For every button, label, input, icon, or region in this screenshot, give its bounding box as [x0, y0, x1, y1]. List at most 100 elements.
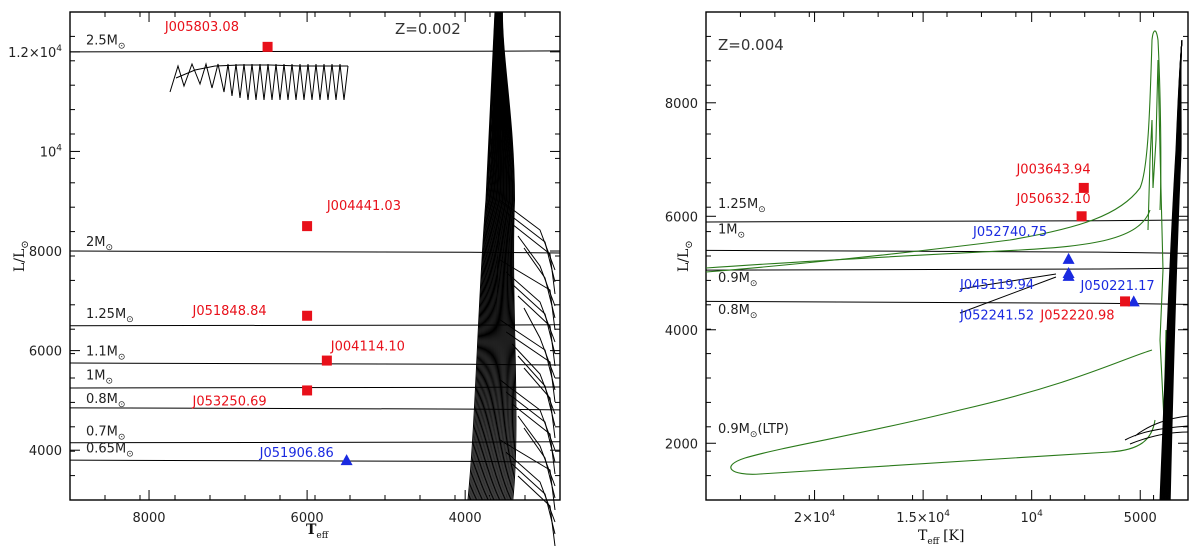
y-tick-label: 1.2×104: [8, 44, 62, 61]
evolution-track-line: [705, 267, 1189, 271]
point-marker-triangle: [1062, 252, 1075, 264]
right-data-points: J003643.94 J050632.10 J052740.75 J045119.94…: [959, 163, 1155, 324]
track-mass-label: 2.5M⊙: [86, 33, 125, 51]
right-x-axis-label: Teff [K]: [918, 528, 964, 547]
right-ltp-track-loop: [730, 349, 1156, 475]
right-ltp-track-upper: [705, 30, 1162, 273]
point-label: J004114.10: [330, 340, 405, 355]
x-tick-label: 2×104: [794, 509, 836, 526]
right-axis-ticks: 2×104 1.5×104 104 5000 2000 4000 6000 8000: [665, 12, 1188, 526]
point-label: J051848.84: [192, 304, 267, 319]
point-marker-square: [1120, 296, 1131, 307]
right-ltp-mass-label: 0.9M⊙(LTP): [718, 422, 789, 440]
evolution-track-line: [69, 407, 561, 411]
point-marker-square: [1076, 211, 1087, 222]
track-mass-label: 0.7M⊙: [86, 424, 125, 442]
right-panel: 2×104 1.5×104 104 5000 2000 4000 6000 8000 1.25…: [665, 11, 1189, 547]
y-tick-label: 104: [40, 143, 63, 160]
point-label: J005803.08: [164, 20, 239, 35]
track-mass-label: 0.8M⊙: [718, 303, 757, 321]
y-tick-label: 2000: [665, 437, 698, 452]
right-ltp-track-lower: [705, 209, 1151, 269]
track-mass-label: 1.25M⊙: [718, 197, 766, 215]
track-mass-label: 0.9M⊙: [718, 271, 757, 289]
left-data-points: J005803.08 J004441.03 J051848.84 J004114.10…: [164, 20, 405, 466]
point-label: J003643.94: [1015, 163, 1090, 178]
point-marker-square: [262, 41, 273, 52]
leader-line-j045119: [959, 273, 1057, 290]
track-mass-label: 1M⊙: [86, 368, 113, 386]
point-label: J053250.69: [192, 394, 267, 409]
point-marker-square: [321, 355, 332, 366]
x-tick-label: 104: [1021, 509, 1044, 526]
left-panel: 8000 6000 4000 4000 6000 8000 104 1.2×104 2.5M⊙…: [8, 11, 561, 547]
right-y-axis-label: L/L⊙: [676, 240, 695, 272]
right-metallicity-label: Z=0.004: [718, 36, 784, 54]
rgb-zigzag: [511, 223, 556, 295]
track-mass-label: 2M⊙: [86, 235, 113, 253]
x-tick-label: 6000: [291, 511, 324, 526]
point-label: J050632.10: [1015, 192, 1090, 207]
left-y-axis-label: L/L⊙: [12, 240, 31, 272]
evolution-track-line: [705, 219, 1189, 223]
point-label: J051906.86: [259, 446, 334, 461]
point-marker-square: [302, 221, 313, 232]
right-evolution-tracks: 1.25M⊙ 1M⊙ 0.9M⊙ 0.8M⊙: [705, 197, 1189, 321]
point-label: J050221.17: [1080, 279, 1155, 294]
track-mass-label: 0.8M⊙: [86, 392, 125, 410]
track-mass-label: 1.25M⊙: [86, 307, 134, 325]
y-tick-label: 4000: [29, 444, 62, 459]
track-mass-label: 0.65M⊙: [86, 442, 134, 460]
x-tick-label: 5000: [1124, 511, 1157, 526]
point-label: J052220.98: [1039, 309, 1114, 324]
point-label: J052740.75: [972, 225, 1047, 240]
left-axis-ticks: 8000 6000 4000 4000 6000 8000 104 1.2×104: [8, 12, 560, 526]
evolution-track-line: [69, 386, 561, 389]
rgb-zigzag: [523, 367, 556, 439]
left-x-axis-label: Teff: [306, 522, 329, 541]
point-marker-triangle: [1127, 295, 1140, 307]
point-label: J052241.52: [959, 309, 1034, 324]
evolution-track-line: [69, 50, 561, 53]
point-marker-square: [302, 385, 313, 396]
evolution-track-line: [705, 300, 1189, 305]
evolution-track-line: [69, 441, 561, 444]
point-marker-triangle: [340, 454, 353, 466]
y-tick-label: 4000: [665, 324, 698, 339]
point-marker-triangle: [1062, 269, 1075, 281]
y-tick-label: 8000: [29, 245, 62, 260]
left-blue-loop-2p5: [169, 62, 349, 101]
rgb-zigzag: [511, 283, 556, 355]
evolution-track-line: [69, 459, 561, 463]
right-lower-loops: [1124, 415, 1189, 445]
right-ltp-track-spike: [1147, 59, 1167, 421]
evolution-track-line: [69, 324, 561, 327]
y-tick-label: 6000: [665, 210, 698, 225]
rgb-zigzag: [517, 295, 556, 367]
left-metallicity-label: Z=0.002: [395, 20, 461, 38]
point-label: J004441.03: [326, 199, 401, 214]
point-marker-square: [302, 310, 313, 321]
evolution-track-line: [69, 362, 561, 366]
x-tick-label: 8000: [132, 511, 165, 526]
x-tick-label: 4000: [449, 511, 482, 526]
rgb-zigzag: [511, 403, 556, 475]
track-mass-label: 1.1M⊙: [86, 345, 125, 363]
track-mass-label: 1M⊙: [718, 222, 745, 240]
rgb-zigzag: [499, 259, 556, 331]
y-tick-label: 6000: [29, 345, 62, 360]
rgb-zigzag: [505, 331, 556, 403]
rgb-zigzag: [499, 439, 556, 511]
rgb-zigzag: [517, 475, 556, 547]
left-red-giant-branch: [467, 11, 556, 547]
rgb-curve: [501, 11, 517, 501]
x-tick-label: 1.5×104: [896, 509, 950, 526]
evolution-track-line: [705, 249, 1189, 254]
point-marker-square: [1078, 182, 1089, 193]
leader-line-j052241: [959, 276, 1057, 314]
y-tick-label: 8000: [665, 97, 698, 112]
point-label: J045119.94: [959, 278, 1034, 293]
rgb-zigzag: [511, 463, 556, 535]
left-blue-loop-2p5b: [175, 64, 348, 79]
